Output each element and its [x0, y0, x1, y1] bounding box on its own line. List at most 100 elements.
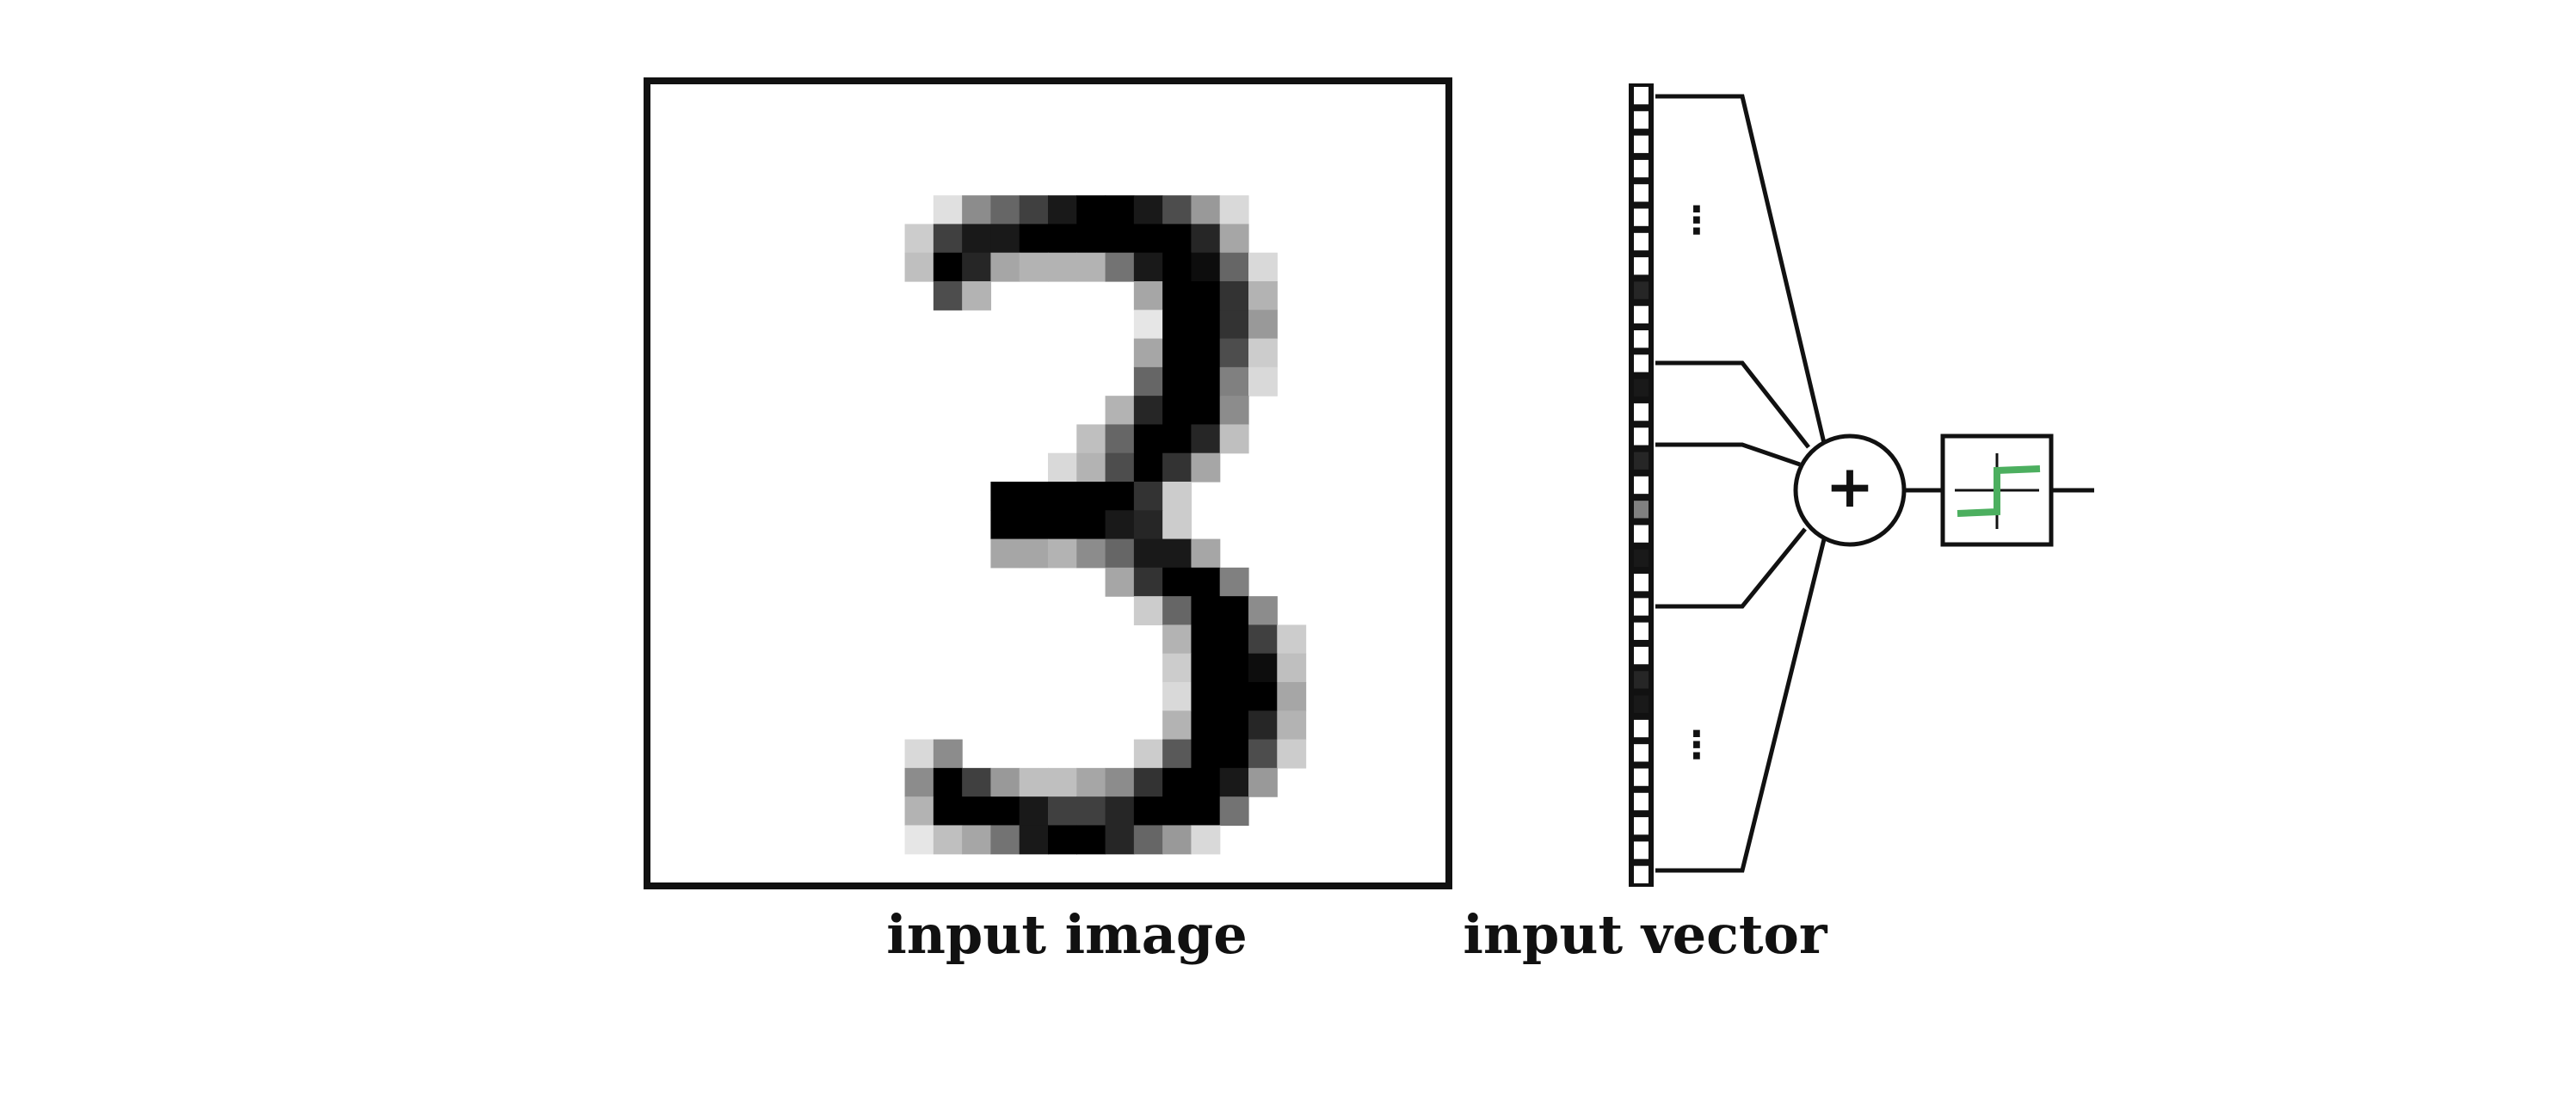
input-vector-cell [1634, 427, 1649, 446]
digit-pixel-grid [904, 195, 1307, 855]
digit-pixel [1162, 767, 1192, 797]
digit-pixel [990, 482, 1020, 511]
digit-pixel [1162, 596, 1192, 626]
digit-pixel [1191, 538, 1221, 569]
digit-pixel [1162, 825, 1192, 855]
ellipsis-upper: ⋮ [1678, 199, 1716, 243]
digit-pixel [904, 796, 934, 827]
digit-pixel [1191, 767, 1221, 797]
digit-pixel [1133, 567, 1163, 597]
digit-pixel [1048, 195, 1077, 225]
input-vector-cell [1634, 671, 1649, 689]
digit-pixel [1076, 452, 1106, 483]
input-vector-cell [1634, 111, 1649, 129]
digit-pixel [1191, 310, 1221, 340]
input-vector-column [1629, 83, 1654, 887]
digit-pixel [1219, 796, 1249, 827]
digit-pixel [1162, 710, 1192, 741]
digit-pixel [1162, 624, 1192, 655]
input-vector-cell [1634, 525, 1649, 543]
digit-pixel [1133, 510, 1163, 540]
digit-pixel [1191, 682, 1221, 711]
input-image-frame [644, 77, 1452, 889]
input-vector-cell [1634, 574, 1649, 592]
digit-pixel [1162, 567, 1192, 597]
digit-pixel [962, 767, 992, 797]
digit-pixel [1048, 767, 1077, 797]
digit-pixel [1162, 366, 1192, 397]
digit-pixel [1219, 366, 1249, 397]
digit-pixel [1219, 396, 1249, 426]
digit-pixel [1076, 195, 1106, 225]
digit-pixel [1105, 452, 1135, 483]
digit-pixel [1191, 252, 1221, 282]
digit-pixel [962, 224, 992, 254]
digit-pixel [1048, 224, 1077, 254]
digit-pixel [1219, 624, 1249, 655]
digit-pixel [1019, 510, 1049, 540]
digit-pixel [1133, 224, 1163, 254]
digit-pixel [1048, 538, 1077, 569]
digit-pixel [1048, 510, 1077, 540]
digit-pixel [990, 252, 1020, 282]
digit-pixel [1162, 482, 1192, 511]
connection-lines [1655, 94, 1827, 873]
digit-pixel [990, 195, 1020, 225]
digit-pixel [1105, 538, 1135, 569]
digit-pixel [1191, 739, 1221, 769]
digit-pixel [1019, 796, 1049, 827]
digit-pixel [1162, 510, 1192, 540]
digit-pixel [1076, 482, 1106, 511]
digit-pixel [904, 224, 934, 254]
digit-pixel [1219, 567, 1249, 597]
digit-pixel [1162, 739, 1192, 769]
input-vector-cell [1634, 695, 1649, 713]
input-vector-cell [1634, 208, 1649, 226]
input-vector-cell [1634, 476, 1649, 495]
digit-pixel [1219, 195, 1249, 225]
digit-pixel [1105, 796, 1135, 827]
digit-pixel [1076, 767, 1106, 797]
digit-pixel [990, 538, 1020, 569]
digit-pixel [1048, 796, 1077, 827]
input-vector-cell [1634, 403, 1649, 421]
digit-pixel [1162, 310, 1192, 340]
digit-pixel [1248, 710, 1278, 741]
digit-pixel [1191, 825, 1221, 855]
digit-pixel [1219, 424, 1249, 454]
digit-pixel [933, 224, 963, 254]
digit-pixel [1191, 366, 1221, 397]
digit-pixel [990, 796, 1020, 827]
digit-pixel [1248, 624, 1278, 655]
digit-pixel [1191, 281, 1221, 311]
input-vector-cell [1634, 719, 1649, 738]
digit-pixel [933, 796, 963, 827]
digit-pixel [1105, 252, 1135, 282]
digit-pixel [1105, 567, 1135, 597]
input-vector-cell [1634, 452, 1649, 470]
input-image-label: input image [886, 903, 1248, 966]
input-vector-cell [1634, 330, 1649, 348]
input-vector-label: input vector [1463, 903, 1827, 966]
input-vector-cell [1634, 646, 1649, 665]
digit-pixel [962, 281, 992, 311]
digit-pixel [1133, 825, 1163, 855]
digit-pixel [1219, 710, 1249, 741]
digit-pixel [1248, 596, 1278, 626]
digit-pixel [990, 224, 1020, 254]
digit-pixel [1191, 624, 1221, 655]
digit-pixel [1076, 224, 1106, 254]
digit-pixel [1219, 252, 1249, 282]
digit-pixel [1076, 538, 1106, 569]
digit-pixel [1248, 366, 1278, 397]
step-function-icon [1957, 465, 2041, 517]
digit-pixel [1248, 682, 1278, 711]
digit-pixel [1191, 195, 1221, 225]
digit-pixel [1191, 796, 1221, 827]
digit-pixel [1133, 252, 1163, 282]
input-vector-cell [1634, 817, 1649, 835]
digit-pixel [933, 825, 963, 855]
digit-pixel [933, 195, 963, 225]
input-vector-cell [1634, 378, 1649, 397]
